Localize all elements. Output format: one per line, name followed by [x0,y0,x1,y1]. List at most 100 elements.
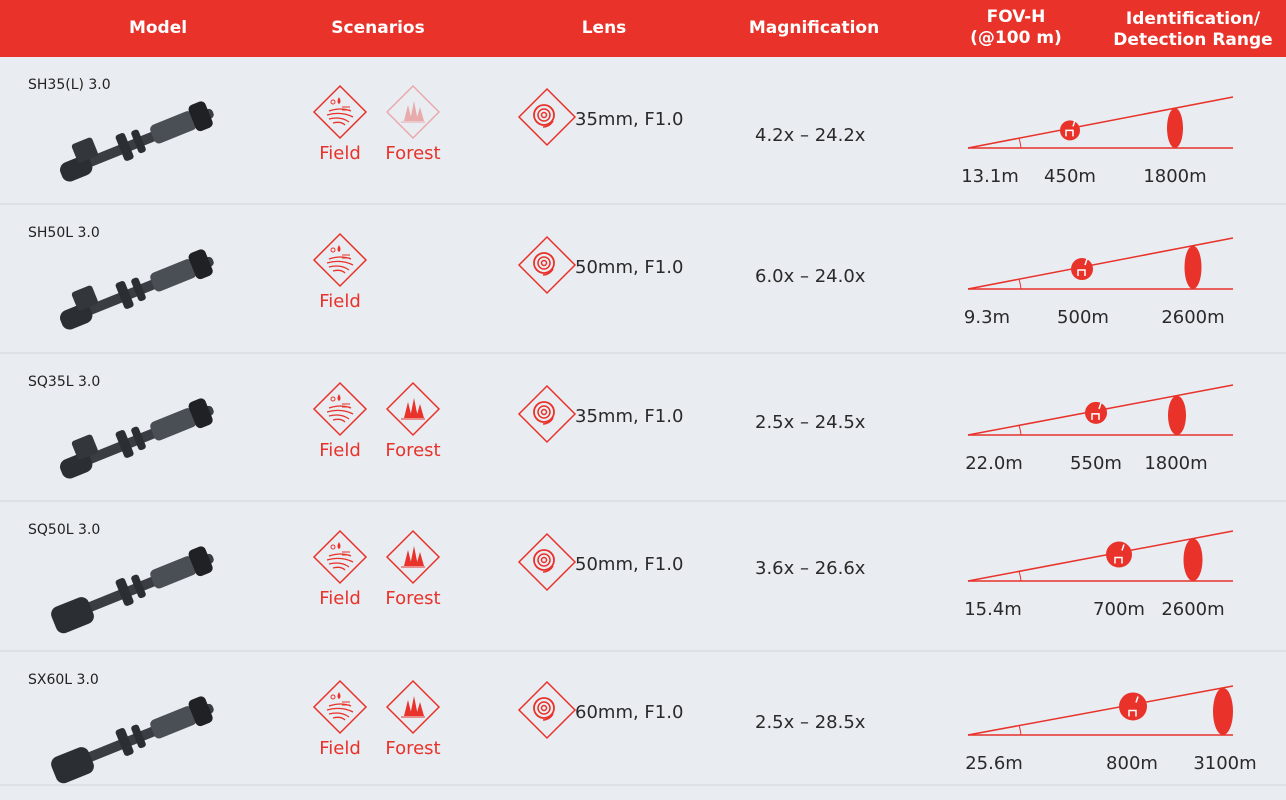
scenario-label: Forest [385,143,441,164]
header-fov-line1: FOV-H [986,7,1046,27]
field-icon [305,231,375,289]
scenario-forest: Forest [378,528,448,609]
scenario-label: Forest [385,738,441,759]
header-range-line2: Detection Range [1113,30,1273,50]
angle-arc [1018,724,1022,736]
lens-icon [517,680,577,745]
lens-value: 35mm, F1.0 [575,109,684,130]
fov-line [967,530,1234,582]
range-diagram [967,384,1234,436]
target-ellipse [1167,108,1183,148]
range-diagram [967,530,1234,582]
model-name: SH50L 3.0 [28,225,100,241]
deer-icon [1119,692,1147,721]
lens-value: 50mm, F1.0 [575,554,684,575]
header-fov-line2: (@100 m) [970,28,1062,48]
field-icon [305,678,375,736]
lens-icon [517,235,577,300]
scenario-label: Field [319,291,361,312]
range-diagram [967,685,1234,736]
deer-icon [1071,258,1093,281]
table-row: SH50L 3.0 Field 50mm, F1.0 6.0x – 24.0x … [0,205,1286,354]
table-row: SQ50L 3.0 Field Forest 50mm, F1.0 3.6x – … [0,502,1286,652]
angle-arc [1018,570,1022,582]
lens-icon [517,87,577,152]
scenario-label: Field [319,143,361,164]
scenario-field: Field [305,231,375,312]
identification-range: 450m [1044,166,1096,187]
fov-line [967,237,1234,290]
identification-range: 700m [1093,599,1145,620]
scenario-field: Field [305,83,375,164]
fov-line [967,685,1234,736]
scenario-field: Field [305,678,375,759]
fov-line [967,96,1234,149]
detection-range: 1800m [1144,453,1208,474]
fov-value: 15.4m [964,599,1022,620]
model-name: SX60L 3.0 [28,672,99,688]
range-diagram [967,237,1234,290]
magnification-value: 6.0x – 24.0x [755,266,866,287]
lens-icon [517,384,577,449]
target-ellipse [1183,538,1203,581]
identification-range: 800m [1106,753,1158,774]
scope-image [40,388,230,502]
detection-range: 1800m [1143,166,1207,187]
header-magnification: Magnification [748,18,880,38]
lens-value: 60mm, F1.0 [575,702,684,723]
lens-spec: 35mm, F1.0 [517,87,683,152]
scenario-field: Field [305,380,375,461]
table-row: SH35(L) 3.0 Field Forest 35mm, F1.0 4.2x … [0,57,1286,205]
forest-icon [378,380,448,438]
forest-icon [378,678,448,736]
scenario-field: Field [305,528,375,609]
forest-icon [378,83,448,141]
model-name: SQ50L 3.0 [28,522,101,538]
header-scenarios: Scenarios [331,18,425,38]
deer-icon [1085,401,1107,424]
target-ellipse [1184,245,1202,289]
detection-range: 2600m [1161,599,1225,620]
angle-arc [1018,424,1022,436]
detection-range: 2600m [1161,307,1225,328]
scenario-label: Field [319,440,361,461]
table-row: SX60L 3.0 Field Forest 60mm, F1.0 2.5x – … [0,652,1286,786]
identification-range: 500m [1057,307,1109,328]
lens-value: 35mm, F1.0 [575,406,684,427]
scope-image [40,91,230,205]
header-range-line1: Identification/ [1125,9,1261,29]
header-fov: FOV-H (@100 m) [970,7,1062,49]
field-icon [305,83,375,141]
scenario-label: Field [319,588,361,609]
target-ellipse [1213,687,1233,735]
fov-value: 25.6m [965,753,1023,774]
lens-spec: 50mm, F1.0 [517,235,683,300]
lens-spec: 60mm, F1.0 [517,680,683,745]
magnification-value: 2.5x – 24.5x [755,412,866,433]
field-icon [305,380,375,438]
fov-value: 9.3m [963,307,1011,328]
deer-icon [1106,541,1132,568]
range-diagram [967,96,1234,149]
lens-spec: 50mm, F1.0 [517,532,683,597]
table-header: Model Scenarios Lens Magnification FOV-H… [0,0,1286,57]
fov-value: 13.1m [961,166,1019,187]
scenario-forest: Forest [378,83,448,164]
lens-value: 50mm, F1.0 [575,257,684,278]
field-icon [305,528,375,586]
lens-icon [517,532,577,597]
model-name: SQ35L 3.0 [28,374,101,390]
magnification-value: 3.6x – 26.6x [755,558,866,579]
model-name: SH35(L) 3.0 [28,77,111,93]
scope-image [40,686,230,800]
scenario-label: Field [319,738,361,759]
scope-image [40,239,230,353]
scenario-forest: Forest [378,380,448,461]
magnification-value: 4.2x – 24.2x [755,125,866,146]
header-lens: Lens [581,18,627,38]
angle-arc [1018,137,1022,149]
magnification-value: 2.5x – 28.5x [755,712,866,733]
scenario-label: Forest [385,588,441,609]
target-ellipse [1168,395,1186,435]
scope-image [40,536,230,650]
